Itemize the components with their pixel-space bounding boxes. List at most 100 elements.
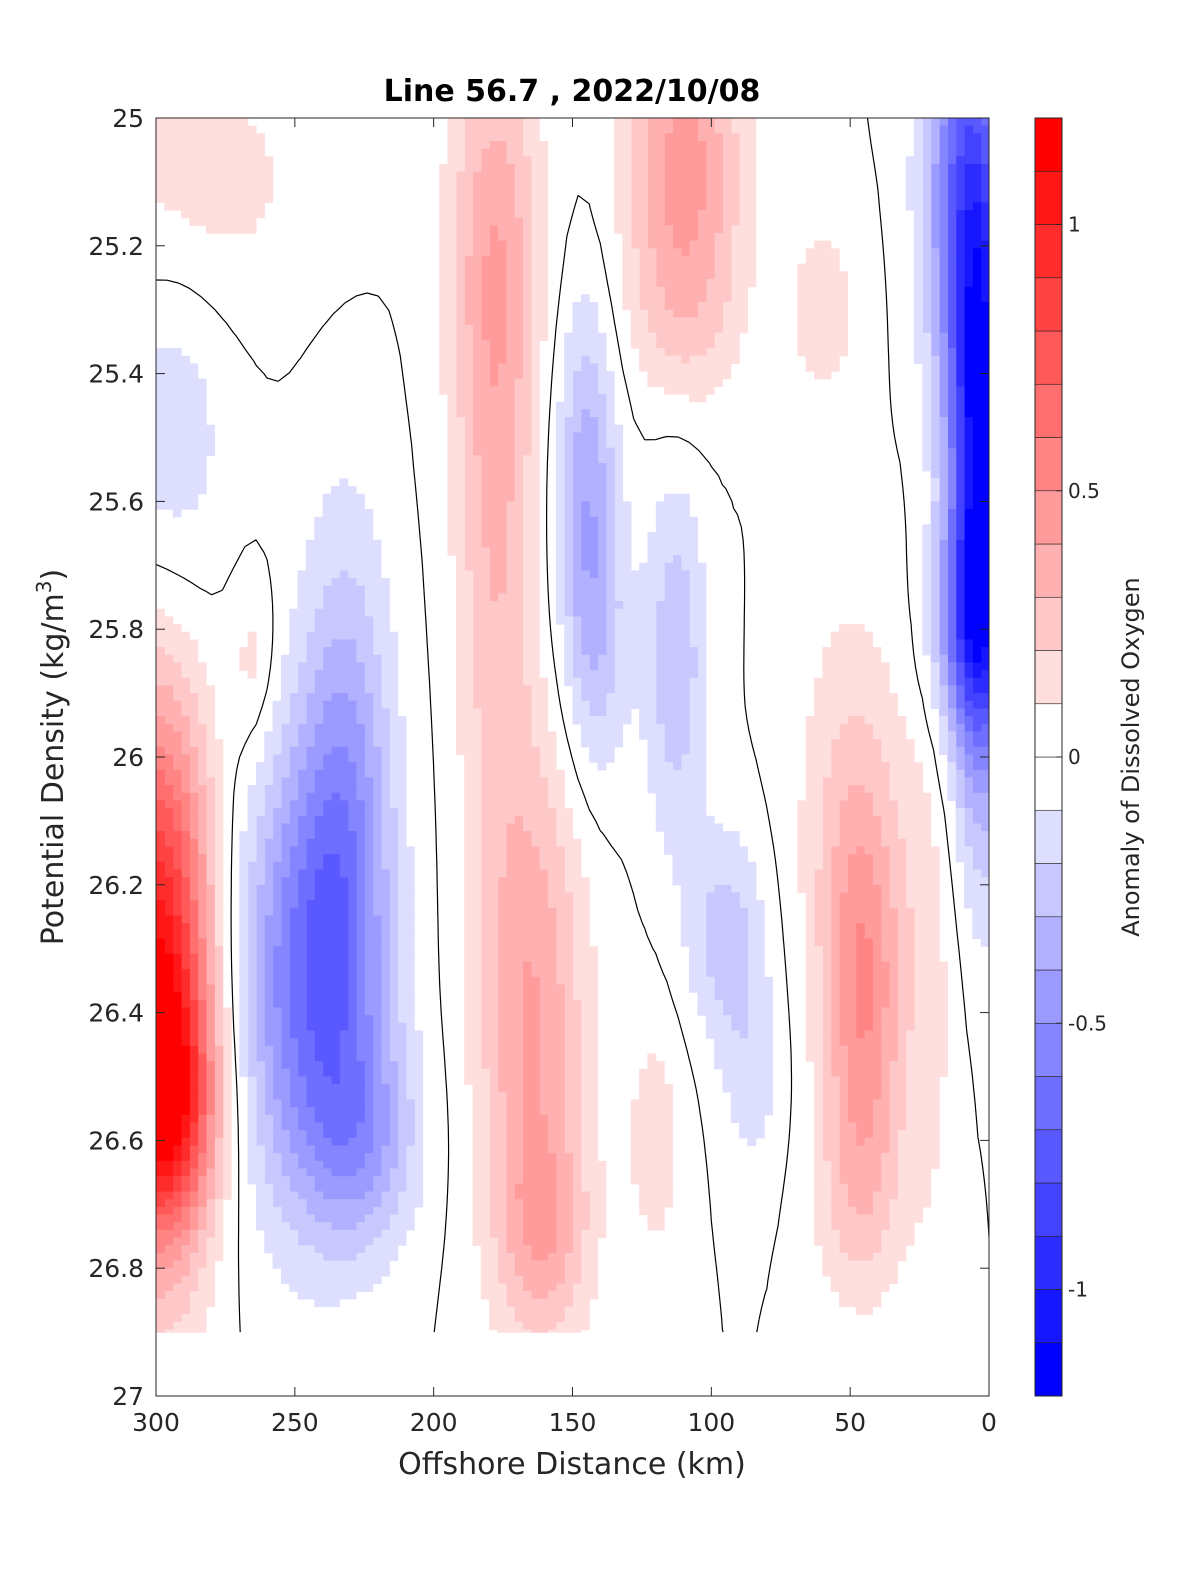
heatmap-cell xyxy=(505,455,515,464)
heatmap-cell xyxy=(514,716,524,725)
heatmap-cell xyxy=(514,562,524,572)
heatmap-cell xyxy=(647,1222,657,1231)
heatmap-cell xyxy=(522,394,532,403)
heatmap-cell xyxy=(622,708,632,717)
heatmap-cell xyxy=(564,401,574,410)
heatmap-cell xyxy=(739,1130,749,1139)
heatmap-cell xyxy=(797,325,807,334)
heatmap-cell xyxy=(597,340,607,349)
heatmap-cell xyxy=(739,846,749,855)
heatmap-cell xyxy=(922,194,932,203)
heatmap-cell xyxy=(664,233,674,242)
heatmap-cell xyxy=(889,938,898,947)
heatmap-cell xyxy=(697,340,707,349)
heatmap-cell xyxy=(664,386,674,395)
heatmap-cell xyxy=(564,1137,574,1147)
heatmap-cell xyxy=(822,1099,832,1108)
heatmap-cell xyxy=(697,578,707,587)
heatmap-cell xyxy=(705,271,715,280)
heatmap-cell xyxy=(839,1076,848,1085)
heatmap-cell xyxy=(522,570,532,579)
heatmap-cell xyxy=(564,1283,574,1292)
heatmap-cell xyxy=(930,417,940,426)
heatmap-cell xyxy=(964,708,973,717)
heatmap-cell xyxy=(872,984,882,993)
heatmap-cell xyxy=(730,884,740,894)
heatmap-cell xyxy=(597,1160,607,1170)
heatmap-cell xyxy=(539,708,549,717)
heatmap-cell xyxy=(839,1222,848,1231)
heatmap-cell xyxy=(555,877,565,886)
heatmap-cell xyxy=(980,685,989,694)
heatmap-cell xyxy=(822,1168,832,1177)
heatmap-cell xyxy=(980,271,989,280)
heatmap-cell xyxy=(880,693,890,702)
heatmap-cell xyxy=(730,1022,740,1032)
heatmap-cell xyxy=(797,348,807,357)
heatmap-cell xyxy=(555,409,565,418)
heatmap-cell xyxy=(505,225,515,234)
heatmap-cell xyxy=(830,1130,840,1139)
heatmap-cell xyxy=(680,815,690,825)
heatmap-cell xyxy=(930,923,940,932)
heatmap-cell xyxy=(605,716,615,725)
heatmap-cell xyxy=(714,233,724,242)
heatmap-cell xyxy=(755,992,765,1001)
heatmap-cell xyxy=(922,233,932,242)
heatmap-cell xyxy=(639,279,649,288)
heatmap-cell xyxy=(830,923,840,932)
heatmap-cell xyxy=(814,317,823,326)
heatmap-cell xyxy=(905,869,915,878)
heatmap-cell xyxy=(947,516,957,526)
heatmap-cell xyxy=(914,141,923,150)
heatmap-cell xyxy=(497,363,507,372)
heatmap-cell xyxy=(922,892,932,901)
heatmap-cell xyxy=(930,946,940,955)
heatmap-cell xyxy=(722,294,732,303)
heatmap-cell xyxy=(505,1076,515,1085)
heatmap-cell xyxy=(664,593,674,602)
heatmap-cell xyxy=(947,708,957,717)
heatmap-cell xyxy=(564,1045,574,1055)
heatmap-cell xyxy=(697,240,707,249)
heatmap-cell xyxy=(922,440,932,449)
heatmap-cell xyxy=(639,1091,649,1101)
heatmap-cell xyxy=(855,739,865,748)
heatmap-cell xyxy=(847,907,857,917)
heatmap-cell xyxy=(939,378,948,387)
heatmap-cell xyxy=(664,194,674,203)
heatmap-cell xyxy=(505,470,515,479)
heatmap-cell xyxy=(539,1199,549,1208)
heatmap-cell xyxy=(564,371,574,380)
heatmap-cell xyxy=(955,831,965,840)
heatmap-cell xyxy=(514,386,524,395)
heatmap-cell xyxy=(672,493,682,502)
heatmap-cell xyxy=(897,746,907,756)
heatmap-cell xyxy=(889,1260,898,1269)
heatmap-cell xyxy=(672,861,682,871)
heatmap-cell xyxy=(839,1283,848,1292)
heatmap-cell xyxy=(930,501,940,510)
heatmap-cell xyxy=(864,846,873,855)
heatmap-cell xyxy=(697,593,707,602)
heatmap-cell xyxy=(505,900,515,909)
heatmap-cell xyxy=(530,524,540,533)
heatmap-cell xyxy=(605,624,615,633)
heatmap-cell xyxy=(805,754,815,763)
heatmap-cell xyxy=(980,447,989,456)
heatmap-cell xyxy=(530,225,540,234)
heatmap-cell xyxy=(947,639,957,648)
heatmap-cell xyxy=(705,233,715,242)
heatmap-cell xyxy=(855,938,865,947)
heatmap-cell xyxy=(555,1229,565,1239)
heatmap-cell xyxy=(555,1114,565,1124)
heatmap-cell xyxy=(689,869,699,878)
heatmap-cell xyxy=(689,585,699,595)
heatmap-cell xyxy=(664,731,674,740)
heatmap-cell xyxy=(947,440,957,449)
heatmap-cell xyxy=(614,171,624,180)
heatmap-cell xyxy=(505,1130,515,1139)
heatmap-cell xyxy=(672,539,682,549)
heatmap-cell xyxy=(889,923,898,932)
heatmap-cell xyxy=(580,317,590,326)
